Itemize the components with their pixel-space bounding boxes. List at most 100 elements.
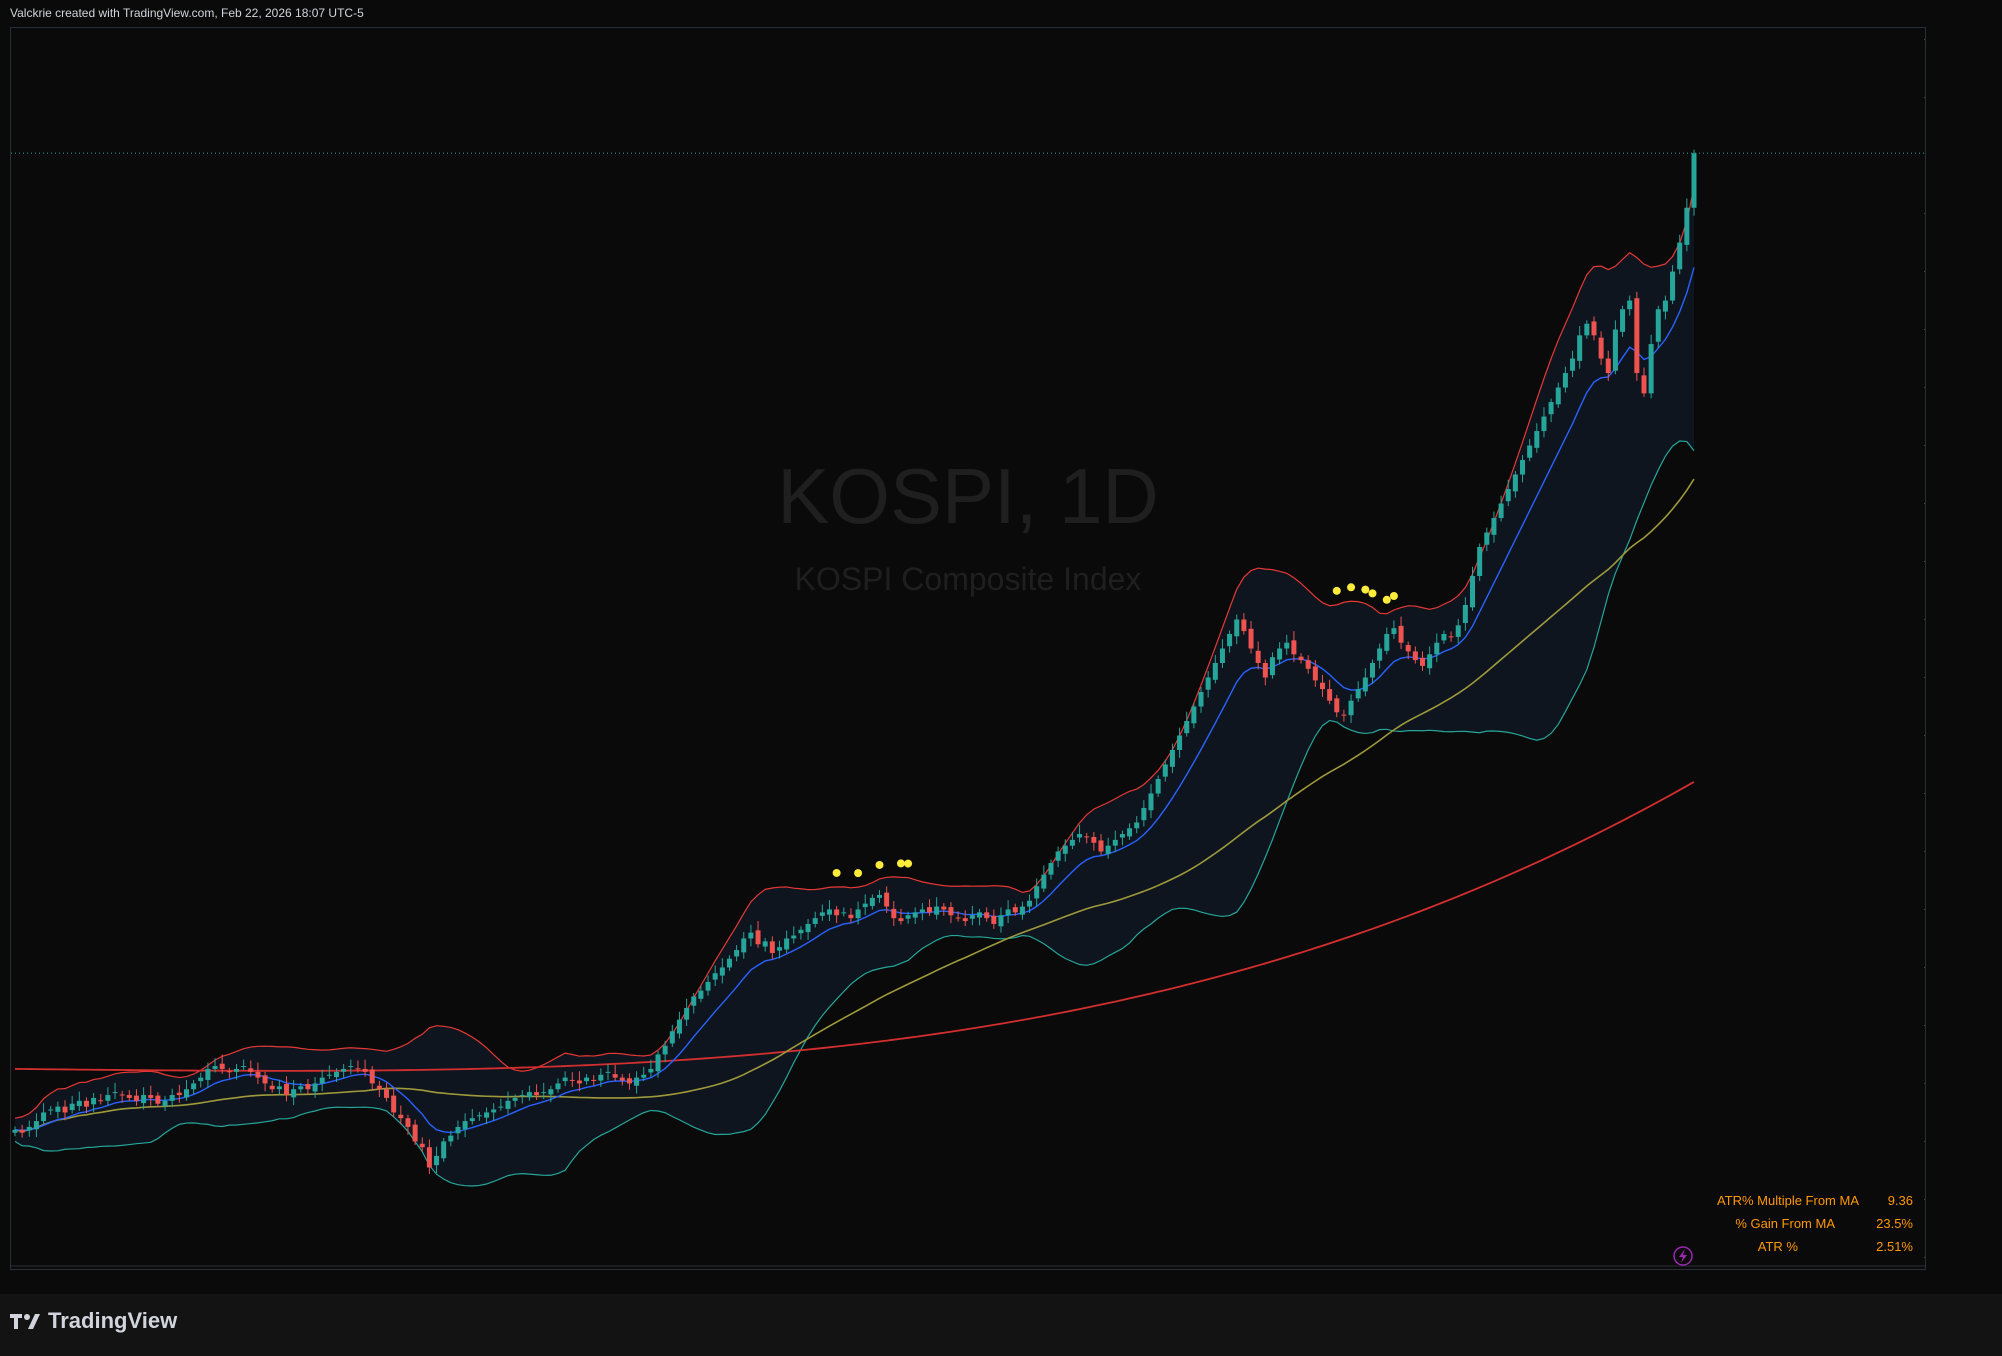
stat-value-gain-from-ma: 23.5% bbox=[1876, 1216, 1913, 1231]
candle-body bbox=[405, 1118, 411, 1127]
candle-body bbox=[676, 1019, 682, 1034]
tradingview-logo[interactable]: TradingView bbox=[10, 1308, 177, 1334]
candle-body bbox=[119, 1094, 125, 1096]
candle bbox=[305, 1079, 311, 1095]
candle bbox=[255, 1062, 261, 1085]
candle bbox=[1441, 630, 1447, 644]
candle-body bbox=[755, 930, 761, 945]
candle-body bbox=[1241, 619, 1247, 632]
candle bbox=[298, 1082, 304, 1093]
candle bbox=[1648, 334, 1654, 399]
candle-body bbox=[541, 1092, 547, 1094]
candle-body bbox=[348, 1066, 354, 1068]
candle-body bbox=[255, 1071, 261, 1078]
candle bbox=[1255, 641, 1261, 670]
candle-body bbox=[1134, 822, 1140, 829]
candle bbox=[662, 1040, 668, 1063]
candle bbox=[98, 1093, 104, 1105]
candle bbox=[798, 926, 804, 940]
candle-body bbox=[448, 1135, 454, 1142]
candle bbox=[1084, 832, 1090, 844]
candle-body bbox=[384, 1089, 390, 1098]
candle bbox=[1334, 694, 1340, 718]
candle bbox=[562, 1071, 568, 1087]
candle bbox=[984, 907, 990, 922]
candle bbox=[1420, 651, 1426, 671]
candle-body bbox=[1341, 714, 1347, 716]
candle bbox=[212, 1058, 218, 1073]
signal-marker bbox=[1389, 591, 1398, 600]
candle bbox=[1298, 653, 1304, 664]
candle-body bbox=[176, 1092, 182, 1096]
candle-body bbox=[1298, 656, 1304, 661]
candle-body bbox=[1227, 634, 1233, 647]
chart-area[interactable]: KOSPI, 1D KOSPI Composite Index 6,200.00… bbox=[10, 27, 1926, 1270]
candle-body bbox=[1048, 863, 1054, 875]
candle bbox=[191, 1079, 197, 1095]
candle bbox=[1427, 646, 1433, 675]
candle bbox=[1262, 659, 1268, 686]
candle bbox=[112, 1082, 118, 1100]
candle-body bbox=[19, 1129, 25, 1133]
candle-body bbox=[1612, 329, 1618, 371]
stat-value-atr-pct: 2.51% bbox=[1876, 1239, 1913, 1254]
candle-body bbox=[1319, 682, 1325, 690]
candle bbox=[812, 911, 818, 928]
candle-body bbox=[1641, 375, 1647, 394]
candle-body bbox=[1484, 532, 1490, 545]
chart-watermark-subtitle: KOSPI Composite Index bbox=[795, 561, 1142, 597]
candle-body bbox=[469, 1118, 475, 1122]
candle bbox=[748, 924, 754, 947]
candle-body bbox=[562, 1077, 568, 1082]
candle-body bbox=[491, 1109, 497, 1113]
candle-body bbox=[612, 1074, 618, 1078]
candle-body bbox=[898, 918, 904, 922]
candle bbox=[519, 1090, 525, 1104]
candle bbox=[555, 1078, 561, 1093]
candle bbox=[33, 1113, 39, 1138]
candle bbox=[119, 1090, 125, 1103]
candle bbox=[233, 1064, 239, 1080]
candle-body bbox=[726, 958, 732, 968]
candle-body bbox=[812, 918, 818, 924]
candle-body bbox=[1305, 660, 1311, 669]
candle-body bbox=[191, 1083, 197, 1090]
candle-body bbox=[841, 912, 847, 914]
candle bbox=[526, 1085, 532, 1101]
candle-body bbox=[1362, 677, 1368, 692]
signal-marker bbox=[1347, 583, 1356, 592]
candle-body bbox=[1034, 886, 1040, 899]
candle bbox=[141, 1087, 147, 1110]
candle bbox=[762, 937, 768, 952]
candle bbox=[698, 985, 704, 1003]
candle-body bbox=[1462, 605, 1468, 623]
candle-body bbox=[398, 1114, 404, 1119]
candle bbox=[83, 1097, 89, 1114]
candle-body bbox=[848, 914, 854, 919]
candle-body bbox=[12, 1129, 18, 1133]
tradingview-logo-icon bbox=[10, 1311, 42, 1331]
candle-body bbox=[1591, 321, 1597, 336]
candle-body bbox=[1141, 807, 1147, 821]
candle-body bbox=[1670, 271, 1676, 301]
candle bbox=[927, 899, 933, 916]
candle bbox=[641, 1066, 647, 1082]
candle-body bbox=[1312, 666, 1318, 681]
candle bbox=[455, 1120, 461, 1140]
candle-body bbox=[434, 1155, 440, 1166]
candle bbox=[205, 1062, 211, 1088]
candle-body bbox=[512, 1097, 518, 1101]
candle bbox=[12, 1126, 18, 1137]
candle-body bbox=[326, 1074, 332, 1076]
lightning-icon[interactable] bbox=[1673, 1246, 1693, 1266]
candle bbox=[684, 998, 690, 1027]
candle bbox=[448, 1130, 454, 1147]
candle-body bbox=[1620, 309, 1626, 332]
price-chart[interactable]: KOSPI, 1D KOSPI Composite Index 6,200.00… bbox=[11, 28, 1925, 1269]
candle bbox=[1369, 659, 1375, 684]
signal-marker bbox=[896, 859, 905, 868]
candle bbox=[1498, 495, 1504, 522]
candle bbox=[1448, 631, 1454, 642]
candle-body bbox=[719, 967, 725, 976]
candle bbox=[1184, 711, 1190, 737]
